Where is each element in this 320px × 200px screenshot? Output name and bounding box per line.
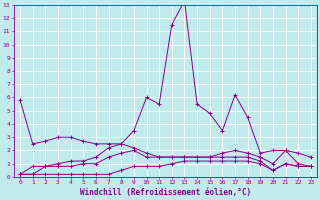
X-axis label: Windchill (Refroidissement éolien,°C): Windchill (Refroidissement éolien,°C) <box>80 188 251 197</box>
